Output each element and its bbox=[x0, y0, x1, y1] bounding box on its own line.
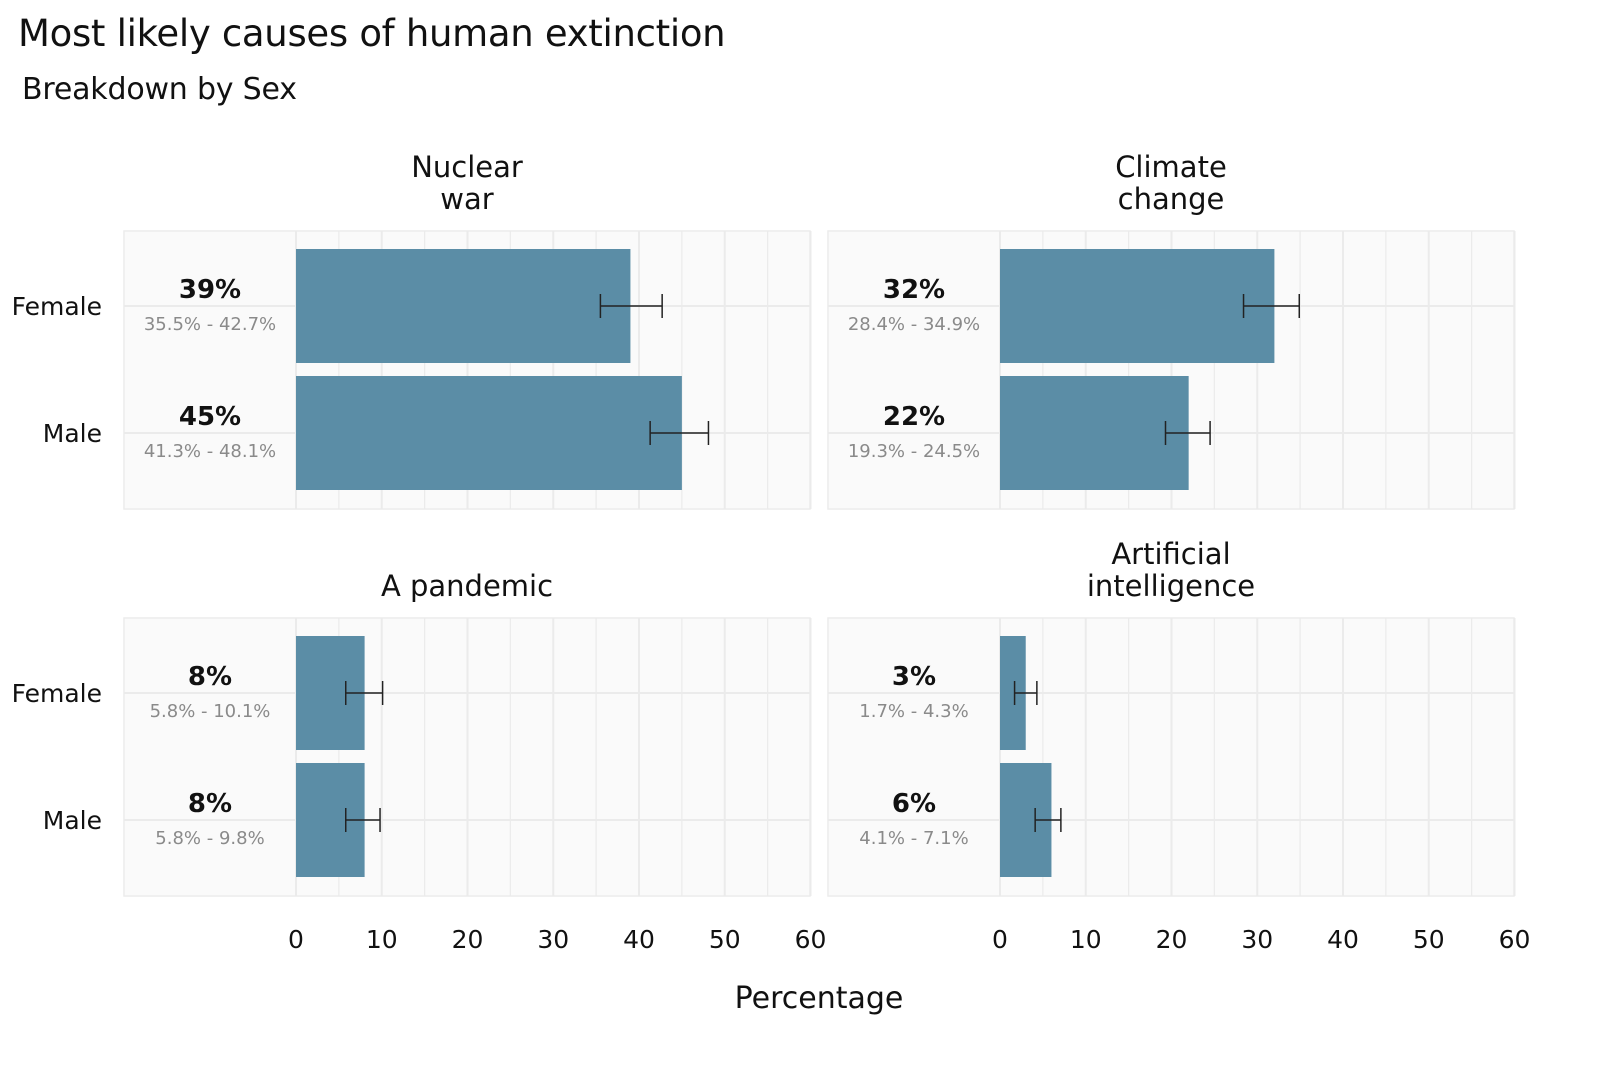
x-tick-label: 0 bbox=[992, 925, 1008, 954]
x-tick-label: 50 bbox=[709, 925, 741, 954]
x-tick-label: 10 bbox=[366, 925, 398, 954]
bar-male bbox=[296, 376, 682, 490]
facet-title: A pandemic bbox=[381, 569, 553, 603]
value-label: 8% bbox=[188, 789, 232, 819]
ci-label: 4.1% - 7.1% bbox=[859, 828, 968, 849]
ci-label: 19.3% - 24.5% bbox=[848, 441, 980, 462]
ci-label: 5.8% - 9.8% bbox=[155, 828, 264, 849]
y-tick-label: Male bbox=[43, 806, 102, 835]
value-label: 32% bbox=[883, 275, 945, 305]
ci-label: 41.3% - 48.1% bbox=[144, 441, 276, 462]
x-tick-label: 30 bbox=[537, 925, 569, 954]
x-tick-label: 50 bbox=[1413, 925, 1445, 954]
facet-title: Artificial bbox=[1111, 537, 1230, 571]
x-tick-label: 60 bbox=[1499, 925, 1531, 954]
bar-female bbox=[296, 249, 631, 363]
x-tick-label: 20 bbox=[1156, 925, 1188, 954]
x-tick-label: 40 bbox=[623, 925, 655, 954]
x-tick-label: 20 bbox=[452, 925, 484, 954]
y-tick-label: Female bbox=[12, 679, 102, 708]
x-tick-label: 10 bbox=[1070, 925, 1102, 954]
x-tick-label: 0 bbox=[288, 925, 304, 954]
facet-title: Nuclear bbox=[411, 150, 523, 184]
bar-male bbox=[1000, 376, 1189, 490]
facet-title: intelligence bbox=[1087, 569, 1255, 603]
x-axis-label: Percentage bbox=[735, 981, 904, 1016]
bar-female bbox=[1000, 249, 1275, 363]
y-tick-label: Female bbox=[12, 292, 102, 321]
value-label: 22% bbox=[883, 402, 945, 432]
x-tick-label: 30 bbox=[1241, 925, 1273, 954]
x-tick-label: 40 bbox=[1327, 925, 1359, 954]
value-label: 8% bbox=[188, 662, 232, 692]
value-label: 3% bbox=[892, 662, 936, 692]
value-label: 39% bbox=[179, 275, 241, 305]
ci-label: 5.8% - 10.1% bbox=[150, 701, 271, 722]
ci-label: 28.4% - 34.9% bbox=[848, 314, 980, 335]
y-tick-label: Male bbox=[43, 419, 102, 448]
facet-title: Climate bbox=[1115, 150, 1227, 184]
ci-label: 35.5% - 42.7% bbox=[144, 314, 276, 335]
facet-title: war bbox=[440, 182, 493, 216]
chart-title: Most likely causes of human extinction bbox=[18, 12, 726, 55]
value-label: 45% bbox=[179, 402, 241, 432]
facet-title: change bbox=[1118, 182, 1225, 216]
x-tick-label: 60 bbox=[795, 925, 827, 954]
ci-label: 1.7% - 4.3% bbox=[859, 701, 968, 722]
value-label: 6% bbox=[892, 789, 936, 819]
chart-subtitle: Breakdown by Sex bbox=[22, 72, 297, 107]
